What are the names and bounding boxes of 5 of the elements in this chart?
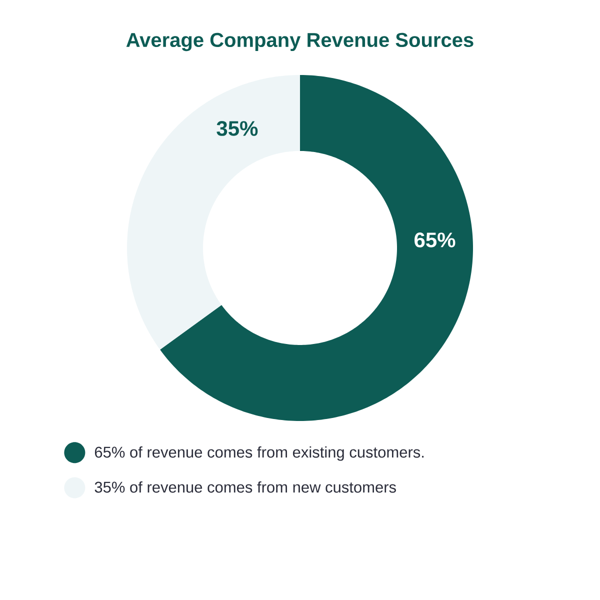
legend-label: 35% of revenue comes from new customers: [94, 481, 396, 493]
data-label: 35%: [216, 121, 258, 136]
data-label: 65%: [414, 232, 456, 248]
legend-label: 65% of revenue comes from existing customers.: [94, 446, 424, 461]
chart-title: Average Company Revenue Sources: [126, 32, 474, 52]
